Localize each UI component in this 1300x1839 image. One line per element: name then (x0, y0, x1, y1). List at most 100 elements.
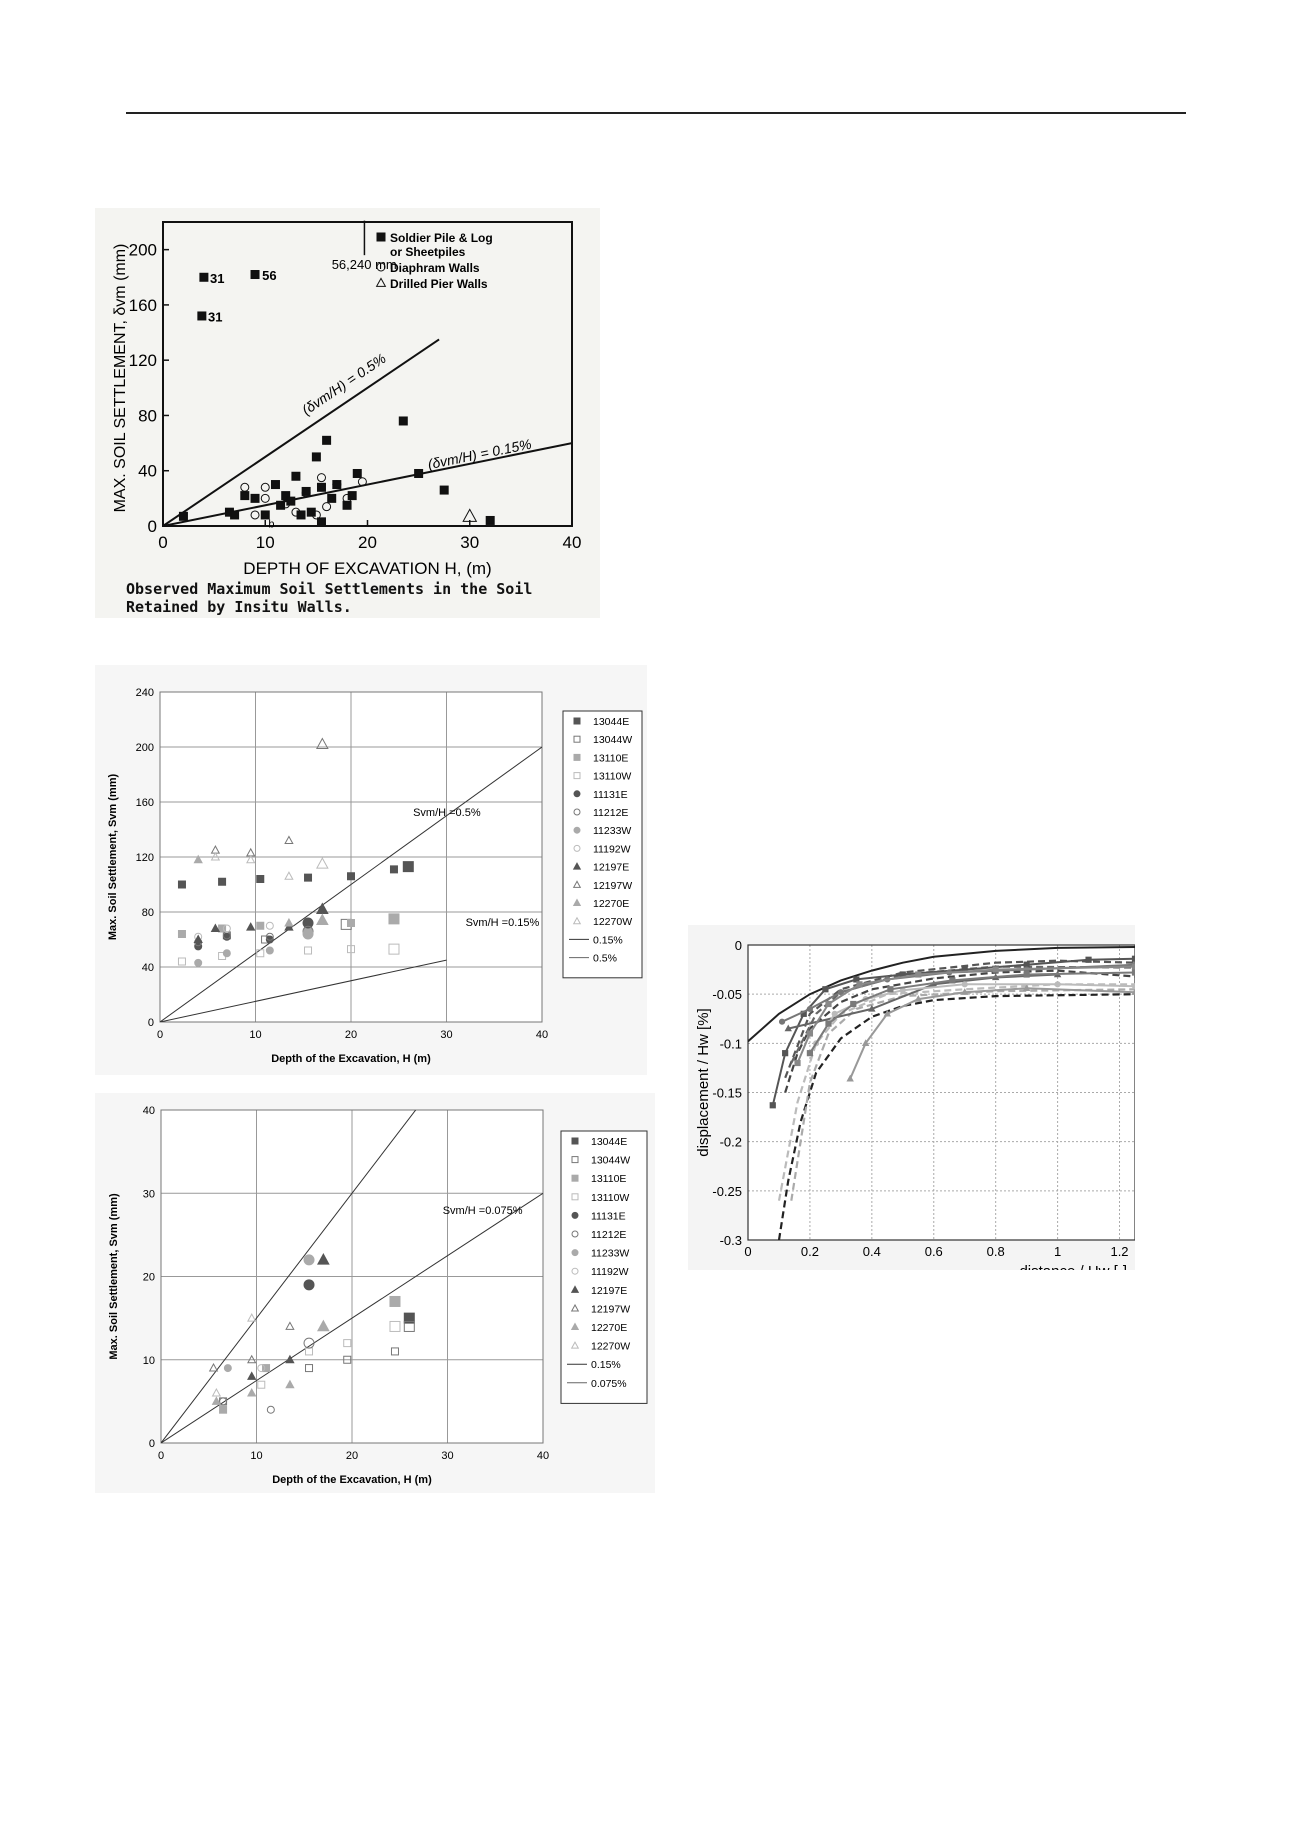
figure-2-reference-lines (160, 746, 542, 1022)
figure-2-data-point (177, 930, 186, 938)
figure-2-legend-marker (573, 808, 581, 816)
figure-1-data-point (316, 473, 326, 483)
figure-2-legend-marker (573, 790, 581, 798)
figure-1-data-point (240, 491, 250, 501)
figure-3-legend-marker (570, 1341, 580, 1349)
figure-3-data-point (266, 1405, 275, 1414)
figure-3-x-axis-label: Depth of the Excavation, H (m) (272, 1474, 432, 1486)
figure-1-data-point (398, 416, 408, 426)
figure-3-data-point (403, 1312, 415, 1324)
figure-4-y-tick-label: 0 (735, 938, 742, 953)
figure-3-data-point (262, 1364, 271, 1373)
figure-3-x-tick-label: 10 (250, 1450, 262, 1462)
figure-1-point-label: 31 (210, 271, 224, 286)
figure-3-data-point (208, 1363, 219, 1372)
figure-2-x-tick-label: 40 (536, 1029, 548, 1041)
figure-2-y-tick-label: 240 (136, 687, 154, 699)
figure-2-data-point (388, 913, 400, 925)
figure-1-y-tick-label: 160 (129, 296, 157, 315)
figure-1-data-point (276, 500, 286, 510)
figure-3-series (219, 1295, 401, 1414)
figure-3-plot: 0 10 20 30 40 0 10 20 30 40 Depth of the Excavatio… (108, 1105, 648, 1486)
figure-1-mark-b: b (268, 518, 274, 530)
figure-3-y-tick-label: 40 (143, 1105, 155, 1117)
figure-1-plot: 0 10 20 30 40 0 40 80 120 160 200 DEPTH OF EXCAVATI… (112, 220, 581, 578)
figure-1-data-point (296, 510, 306, 520)
figure-2-series (194, 928, 314, 967)
figure-2-data-point (246, 854, 256, 864)
figure-3-legend-marker (571, 1156, 579, 1164)
figure-2-data-point (304, 946, 313, 955)
figure-4-data-point (868, 1004, 876, 1012)
figure-3-series (223, 1254, 315, 1373)
figure-4-curves (748, 946, 1135, 1240)
figure-4-data-point (856, 981, 863, 988)
figure-3-reference-lines (161, 1110, 543, 1443)
figure-3-data-point (317, 1319, 330, 1332)
figure-2-data-point (316, 737, 329, 749)
figure-4-y-tick-label: -0.25 (712, 1184, 742, 1199)
figure-1-legend-label: Diaphram Walls (390, 261, 480, 275)
figure-3-legend-marker (571, 1193, 579, 1201)
figure-1-x-tick-label: 10 (256, 533, 275, 552)
figure-2-data-point (193, 854, 203, 864)
figure-2-y-tick-label: 160 (136, 797, 154, 809)
figure-3-y-tick-label: 0 (149, 1438, 155, 1450)
figure-3-reference-line (161, 1192, 543, 1443)
figure-1-x-tick-label: 20 (358, 533, 377, 552)
figure-2-data-point (222, 924, 231, 933)
figure-2-data-point (194, 942, 203, 951)
figure-2-data-point (177, 880, 186, 889)
figure-1-data-point (352, 468, 362, 478)
figure-2-legend-marker (573, 735, 581, 743)
figure-2-y-tick-label: 200 (136, 742, 154, 754)
figure-2-x-axis-label: Depth of the Excavation, H (m) (271, 1053, 431, 1065)
figure-1-data-point (414, 468, 424, 478)
figure-2-data-point (218, 924, 227, 933)
figure-1-data-point (291, 471, 301, 481)
figure-2-reference-line (160, 746, 542, 1022)
figure-1-data-point (250, 270, 260, 280)
figure-2-data-point (210, 923, 221, 932)
figure-3-data-point (343, 1355, 352, 1364)
figure-2-data-point (210, 851, 221, 861)
figure-2-reference-line (160, 959, 447, 1022)
figure-3-legend-label: 0.15% (591, 1359, 621, 1371)
figure-1-data-point (306, 507, 316, 517)
figure-4-data-point (1131, 963, 1135, 970)
figure-3-legend-label: 11131E (591, 1210, 626, 1222)
figure-3-line-label: Svm/H =0.075% (443, 1205, 523, 1217)
figure-1-legend-label: Soldier Pile & Log (390, 231, 493, 245)
figure-4-x-tick-label: 1.2 (1110, 1244, 1128, 1259)
figure-4-data-point (806, 1005, 814, 1013)
figure-1-data-point (485, 515, 495, 525)
figure-3-legend-marker (570, 1303, 580, 1312)
figure-1-data-point (322, 502, 332, 512)
figure-3-legend-label: 12197W (591, 1303, 630, 1315)
figure-4-data-point (1054, 981, 1061, 988)
figure-2-data-point (194, 958, 203, 967)
figure-4-data-point (850, 1000, 857, 1008)
figure-1-data-point (230, 510, 240, 520)
figure-3-data-point (247, 1387, 257, 1397)
figure-4-curve (748, 946, 1135, 1043)
figure-2-data-point (389, 865, 398, 874)
figure-3-x-tick-label: 30 (441, 1450, 453, 1462)
figure-1-data-point (322, 435, 332, 445)
figure-3-legend-label: 13044W (591, 1155, 630, 1167)
figure-3-data-point (389, 1320, 401, 1332)
figure-3-data-point (285, 1379, 295, 1389)
figure-2-data-point (284, 871, 294, 880)
figure-3-legend-label: 12270E (591, 1322, 627, 1334)
figure-1-legend-marker (376, 232, 386, 242)
figure-3-data-point (247, 1313, 257, 1322)
figure-4-data-point (806, 1050, 814, 1057)
figure-1-series (240, 473, 367, 520)
figure-1-axes-frame (162, 221, 573, 527)
figure-3-data-point (317, 1253, 330, 1265)
figure-1-data-point (327, 493, 337, 503)
figure-3-series (403, 1312, 415, 1324)
figure-4-data-point (1085, 956, 1092, 963)
figure-4-data-point (883, 1009, 892, 1017)
figure-4-data-point (961, 981, 968, 988)
